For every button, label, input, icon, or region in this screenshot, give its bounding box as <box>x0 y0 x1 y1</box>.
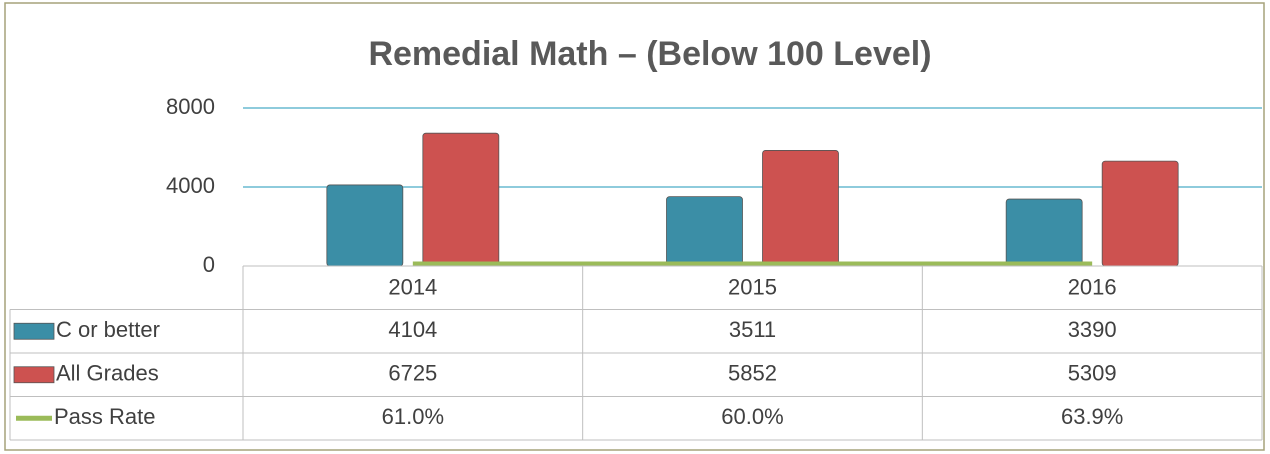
y-tick-label: 4000 <box>166 173 215 198</box>
bar <box>1101 160 1179 267</box>
table-cell: 6725 <box>388 361 437 386</box>
table-cell: 63.9% <box>1061 404 1123 429</box>
table-cell: 5852 <box>728 361 777 386</box>
bar <box>666 196 743 267</box>
y-tick-label: 0 <box>203 252 215 277</box>
x-tick-label: 2016 <box>1068 275 1117 300</box>
bar <box>422 132 500 267</box>
y-tick-label: 8000 <box>166 94 215 119</box>
bar <box>1005 198 1083 267</box>
table-cell: 3511 <box>729 317 776 342</box>
table-cell: 4104 <box>388 317 437 342</box>
table-cell: 5309 <box>1068 361 1117 386</box>
chart-title: Remedial Math – (Below 100 Level) <box>368 35 931 73</box>
x-tick-label: 2014 <box>388 275 437 300</box>
legend-key <box>13 322 55 340</box>
x-tick-label: 2015 <box>728 275 777 300</box>
table-cell: 3390 <box>1068 317 1117 342</box>
legend-label: C or better <box>56 317 160 342</box>
bar <box>762 150 839 267</box>
table-cell: 61.0% <box>382 404 444 429</box>
bar <box>326 184 404 267</box>
legend-label: Pass Rate <box>54 404 156 429</box>
legend-key <box>13 366 55 384</box>
table-cell: 60.0% <box>721 404 783 429</box>
legend-label: All Grades <box>56 361 159 386</box>
